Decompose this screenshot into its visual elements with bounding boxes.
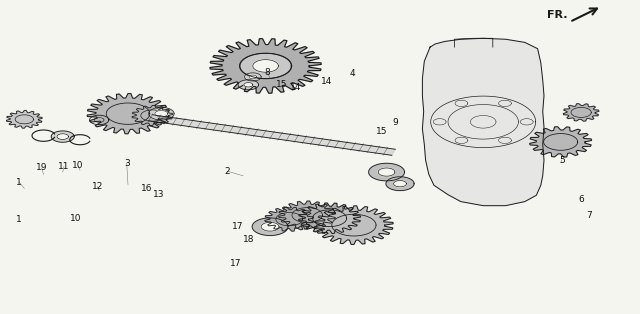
- Polygon shape: [422, 38, 544, 206]
- Polygon shape: [57, 134, 68, 139]
- Text: 12: 12: [92, 182, 103, 191]
- Text: 15: 15: [376, 127, 387, 136]
- Polygon shape: [394, 181, 406, 187]
- Polygon shape: [244, 73, 261, 81]
- Text: 1: 1: [17, 215, 22, 224]
- Polygon shape: [240, 53, 291, 78]
- Polygon shape: [563, 104, 599, 121]
- Text: 9: 9: [393, 118, 398, 127]
- Polygon shape: [386, 177, 414, 191]
- Polygon shape: [249, 75, 257, 79]
- Text: 4: 4: [349, 69, 355, 78]
- Text: 3: 3: [124, 159, 129, 168]
- Text: 5: 5: [559, 156, 564, 165]
- Text: 10: 10: [70, 214, 81, 223]
- Polygon shape: [148, 115, 396, 155]
- Polygon shape: [265, 207, 314, 231]
- Polygon shape: [51, 131, 74, 142]
- Polygon shape: [378, 168, 395, 176]
- Polygon shape: [238, 80, 259, 90]
- Text: 13: 13: [153, 190, 164, 199]
- Polygon shape: [148, 107, 174, 120]
- Polygon shape: [87, 94, 169, 134]
- Text: 15: 15: [276, 80, 287, 89]
- Text: 10: 10: [72, 161, 84, 170]
- Polygon shape: [6, 111, 42, 128]
- Text: 1: 1: [17, 178, 22, 187]
- Text: FR.: FR.: [547, 10, 568, 20]
- Text: 14: 14: [321, 77, 332, 85]
- Polygon shape: [530, 127, 591, 157]
- Text: 17: 17: [230, 259, 241, 268]
- Text: 8: 8: [265, 68, 270, 77]
- Polygon shape: [278, 201, 336, 229]
- Text: 17: 17: [232, 222, 244, 230]
- Polygon shape: [261, 222, 279, 231]
- Polygon shape: [252, 218, 288, 236]
- Text: 2: 2: [225, 167, 230, 176]
- Text: 19: 19: [36, 164, 47, 172]
- Polygon shape: [244, 83, 253, 87]
- Text: 11: 11: [58, 162, 70, 171]
- Polygon shape: [315, 206, 393, 244]
- Text: 18: 18: [243, 235, 254, 244]
- Polygon shape: [299, 203, 360, 233]
- Text: 16: 16: [141, 184, 153, 193]
- Polygon shape: [210, 39, 321, 93]
- Text: 7: 7: [586, 211, 591, 219]
- Text: 14: 14: [290, 84, 301, 92]
- Polygon shape: [369, 163, 404, 181]
- Polygon shape: [155, 111, 168, 117]
- Polygon shape: [253, 60, 278, 72]
- Text: 6: 6: [579, 195, 584, 204]
- Polygon shape: [132, 106, 173, 126]
